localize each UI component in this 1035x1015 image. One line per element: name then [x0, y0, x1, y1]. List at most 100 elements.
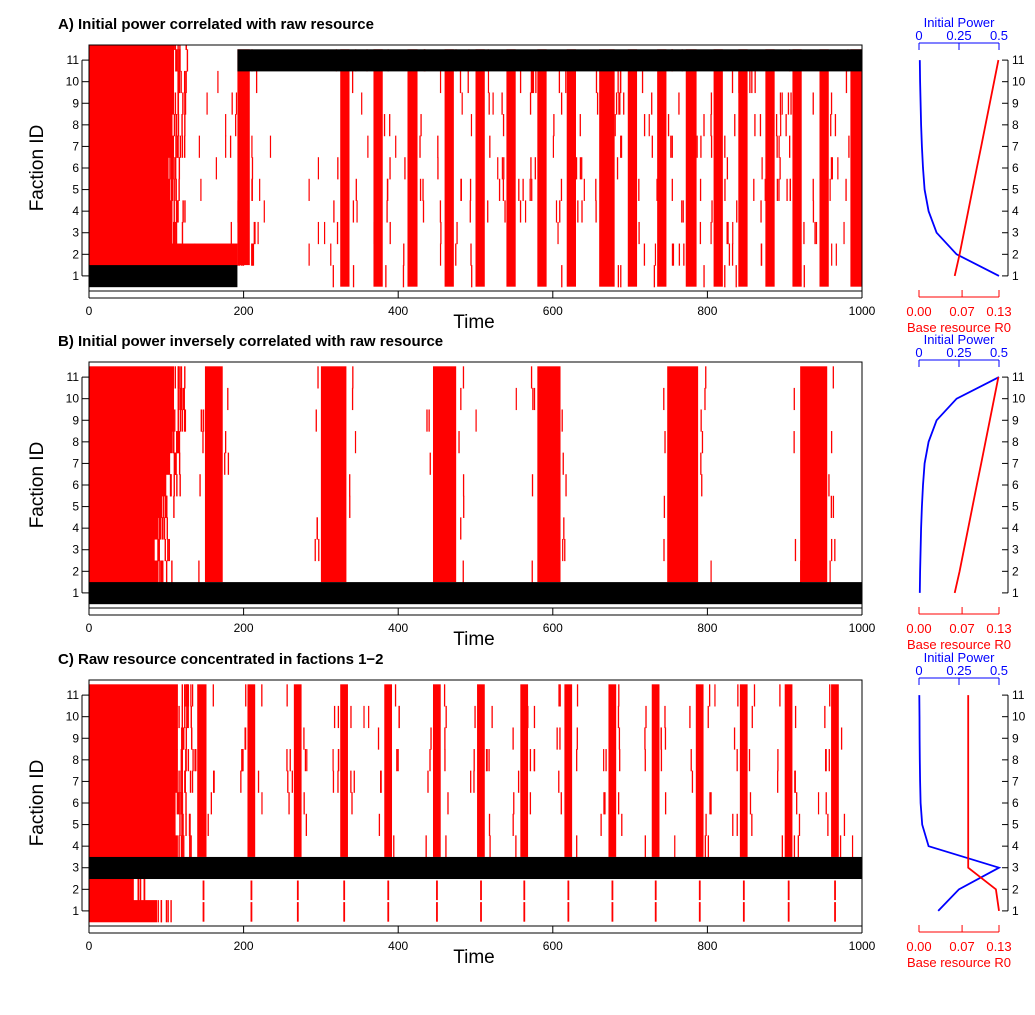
war-burst-3	[373, 49, 383, 287]
war-burst-edge	[618, 92, 620, 115]
y-tick-label: 9	[72, 96, 79, 110]
base-resource-axis-label: Base resource R0	[907, 320, 1011, 335]
war-burst-edge	[530, 70, 533, 94]
war-burst-11	[627, 49, 638, 287]
initial-conflict-edge	[177, 45, 179, 50]
low-faction-pulse	[480, 902, 482, 922]
initial-conflict-edge	[177, 431, 180, 454]
sparse-activity-tick	[843, 221, 845, 245]
war-burst-edge	[664, 431, 666, 454]
war-burst-edge	[812, 178, 814, 201]
war-burst-edge	[704, 387, 706, 411]
initial-conflict-faction-11	[89, 49, 175, 72]
sparse-activity-tick	[829, 178, 831, 201]
initial-conflict-edge	[179, 813, 181, 836]
war-burst-edge	[576, 749, 578, 772]
war-burst-edge	[224, 431, 227, 454]
war-burst-13	[739, 684, 748, 857]
initial-conflict-edge	[186, 684, 189, 707]
initial-conflict-edge	[143, 878, 146, 901]
war-burst-edge	[489, 135, 491, 158]
initial-conflict-edge	[176, 135, 179, 158]
initial-conflict-edge	[177, 135, 179, 158]
sparse-activity-tick	[198, 135, 200, 158]
war-burst-edge	[843, 813, 846, 836]
war-burst-edge	[735, 265, 737, 288]
war-burst-edge	[618, 684, 620, 707]
war-burst-edge	[192, 749, 194, 772]
initial-conflict-edge	[173, 474, 175, 497]
initial-conflict-edge	[181, 221, 184, 245]
war-burst-edge	[790, 92, 792, 115]
low-faction-pulse	[523, 880, 526, 901]
initial-conflict-edge	[177, 409, 179, 432]
initial-conflict-edge	[163, 495, 165, 518]
war-burst-edge	[251, 178, 253, 201]
initial-conflict-faction-7	[89, 135, 175, 158]
sparse-activity-tick	[648, 114, 650, 137]
sparse-activity-tick	[555, 200, 558, 223]
war-burst-edge	[793, 835, 796, 858]
low-faction-pulse	[698, 880, 701, 901]
initial-conflict-edge	[171, 178, 174, 201]
war-burst-edge	[332, 770, 335, 793]
war-burst-edge	[794, 770, 796, 793]
war-burst-edge	[683, 243, 685, 266]
initial-power-tick-label: 0.25	[946, 345, 971, 360]
initial-conflict-edge	[175, 178, 177, 201]
initial-conflict-edge	[161, 560, 163, 583]
x-tick-label: 200	[234, 939, 254, 953]
war-burst-edge	[779, 157, 781, 180]
war-burst-edge	[288, 792, 290, 815]
war-burst-edge	[240, 770, 242, 793]
war-burst-edge	[487, 200, 489, 223]
war-burst-edge	[530, 157, 532, 180]
faction-axis-tick-label: 10	[1012, 710, 1026, 724]
war-burst-edge	[437, 157, 439, 180]
war-burst-edge	[439, 200, 442, 223]
war-burst-edge	[230, 221, 232, 245]
y-tick-label: 1	[72, 586, 79, 600]
low-faction-pulse	[202, 902, 205, 922]
war-burst-10	[599, 49, 615, 287]
initial-conflict-edge	[164, 495, 167, 518]
low-faction-pulse	[834, 902, 836, 922]
initial-conflict-edge	[165, 560, 168, 583]
war-burst-edge	[736, 813, 738, 836]
war-burst-edge	[502, 114, 505, 137]
initial-conflict-edge	[178, 705, 180, 729]
faction-axis-tick-label: 10	[1012, 392, 1026, 406]
war-burst-edge	[471, 265, 473, 288]
war-burst-edge	[337, 770, 339, 793]
initial-conflict-edge	[180, 770, 182, 793]
war-burst-edge	[710, 135, 713, 158]
war-burst-edge	[460, 517, 462, 540]
initial-conflict-edge	[181, 114, 183, 137]
war-burst-edge	[751, 705, 753, 729]
initial-conflict-edge	[180, 387, 182, 411]
faction-axis-tick-label: 2	[1012, 247, 1019, 261]
initial-conflict-edge	[185, 813, 187, 836]
sparse-activity-tick	[656, 178, 658, 201]
dominant-bar-faction-11	[237, 49, 862, 72]
x-tick-label: 200	[234, 304, 254, 318]
sparse-activity-tick	[829, 560, 831, 583]
faction-axis-tick-label: 7	[1012, 774, 1019, 788]
faction-axis-tick-label: 11	[1012, 688, 1025, 702]
initial-power-line	[918, 60, 1000, 277]
low-faction-pulse	[834, 880, 836, 901]
war-burst-edge	[660, 749, 663, 772]
initial-conflict-edge	[174, 92, 177, 115]
initial-conflict-edge	[183, 727, 185, 750]
y-tick-label: 1	[72, 269, 79, 283]
war-burst-19	[850, 49, 862, 287]
war-burst-edge	[617, 792, 620, 815]
war-burst-8	[537, 49, 547, 287]
war-burst-edge	[664, 705, 666, 729]
war-burst-edge	[678, 243, 681, 266]
war-burst-edge	[522, 178, 524, 201]
war-burst-edge	[595, 70, 598, 94]
initial-conflict-edge	[180, 749, 183, 772]
sparse-activity-tick	[235, 92, 238, 115]
